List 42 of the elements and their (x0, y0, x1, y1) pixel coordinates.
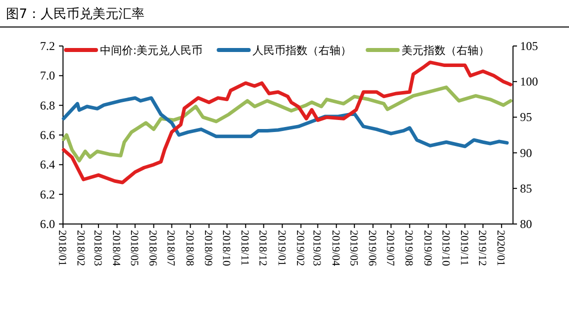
x-tick-label: 2018/11 (238, 230, 251, 266)
y-tick-label: 6.2 (40, 187, 55, 202)
y2-tick-label: 80 (520, 217, 532, 231)
y-tick-label: 6.8 (40, 98, 55, 112)
x-tick-label: 2020/01 (494, 230, 507, 266)
y2-tick-label: 105 (520, 39, 538, 53)
x-tick-label: 2019/02 (294, 230, 306, 266)
chart-title: 图7：人民币兑美元汇率 (6, 6, 144, 22)
x-tick-label: 2019/05 (347, 230, 360, 267)
legend-label: 美元指数（右轴） (402, 44, 490, 57)
x-tick-label: 2018/03 (91, 230, 104, 267)
y-tick-label: 6.0 (40, 217, 55, 231)
y2-tick-label: 95 (520, 110, 532, 124)
x-tick-label: 2018/02 (74, 230, 87, 266)
x-tick-label: 2019/07 (384, 230, 396, 267)
x-tick-label: 2019/08 (402, 230, 415, 267)
y2-tick-label: 85 (520, 181, 532, 196)
x-tick-label: 2018/06 (146, 230, 159, 267)
y-tick-label: 7.2 (40, 39, 55, 53)
x-tick-label: 2018/10 (220, 230, 232, 267)
x-tick-label: 2018/04 (110, 230, 122, 267)
x-tick-label: 2018/08 (183, 230, 196, 267)
x-tick-label: 2019/01 (275, 230, 288, 266)
y-tick-label: 6.6 (40, 128, 55, 142)
y-tick-label: 6.4 (40, 158, 55, 172)
x-tick-label: 2018/07 (164, 230, 177, 267)
x-tick-label: 2019/12 (476, 230, 488, 266)
legend-label: 中间价:美元兑人民币 (100, 44, 203, 57)
x-tick-label: 2019/10 (439, 230, 452, 267)
x-tick-label: 2018/01 (56, 230, 68, 266)
x-tick-label: 2018/09 (202, 230, 214, 267)
y2-tick-label: 90 (520, 146, 532, 160)
x-tick-label: 2018/12 (256, 230, 269, 266)
x-tick-label: 2019/06 (366, 230, 378, 267)
x-tick-label: 2019/04 (329, 230, 342, 267)
x-tick-label: 2019/09 (421, 230, 434, 267)
x-tick-label: 2019/03 (310, 230, 323, 267)
legend-label: 人民币指数（右轴） (252, 44, 352, 57)
x-tick-label: 2019/11 (458, 230, 470, 266)
y-tick-label: 7.0 (40, 68, 55, 83)
y2-tick-label: 100 (520, 74, 538, 89)
x-tick-label: 2018/05 (128, 230, 140, 267)
